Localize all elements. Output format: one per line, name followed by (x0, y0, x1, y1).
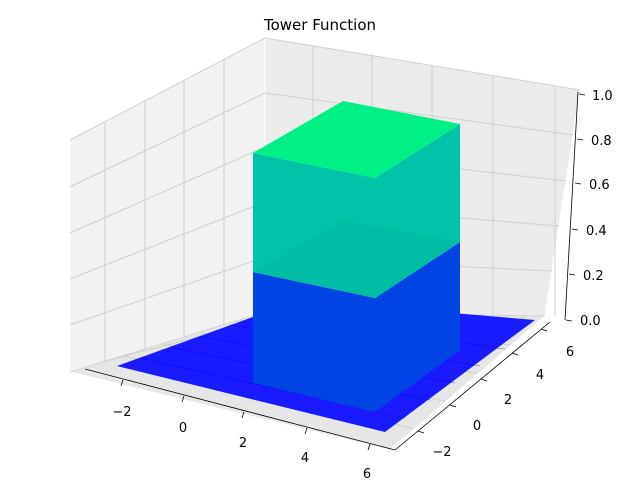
x-tick-label: −2 (112, 405, 131, 420)
z-axis-line (564, 91, 579, 321)
z-tick-label: 1.0 (592, 89, 613, 104)
z-tick-label: 0.4 (586, 224, 607, 239)
z-tick-label: 0.0 (580, 314, 601, 329)
y-tick-label: 2 (504, 393, 512, 408)
tick-marks (120, 93, 586, 451)
tower-right-face-upper (375, 124, 460, 298)
y-tick-label: 0 (473, 419, 481, 434)
x-tick-label: 2 (239, 436, 247, 451)
y-axis-line (394, 321, 551, 451)
z-tick-label: 0.2 (583, 269, 604, 284)
z-tick-label: 0.8 (591, 134, 612, 149)
z-tick-label: 0.6 (589, 178, 610, 193)
tower-right-face-lower (375, 242, 460, 412)
x-tick-label: 6 (363, 467, 371, 480)
x-tick-label: 4 (301, 451, 309, 466)
y-tick-label: 4 (536, 368, 544, 383)
tower-top-face (253, 101, 460, 178)
tower-inner-shadow (253, 220, 460, 298)
tower-left-face-lower (253, 272, 375, 412)
x-axis-line (84, 368, 396, 451)
y-tick-label: 6 (566, 345, 574, 360)
y-tick-label: −2 (432, 445, 451, 460)
tower-left-face-upper (253, 153, 375, 298)
x-tick-label: 0 (179, 421, 187, 436)
chart-title: Tower Function (263, 16, 376, 34)
